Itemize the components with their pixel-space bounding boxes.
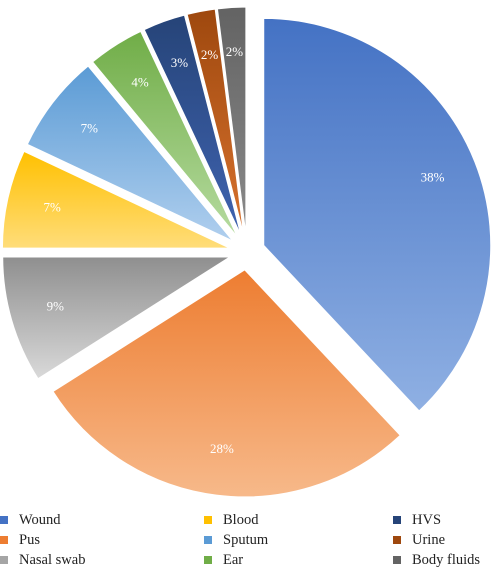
data-label-wound: 38% <box>421 170 445 185</box>
legend-swatch <box>393 536 401 544</box>
legend-label: HVS <box>412 511 442 528</box>
legend-swatch <box>393 516 401 524</box>
legend-label: Sputum <box>223 531 269 548</box>
legend-label: Blood <box>223 511 259 528</box>
pie-slice-urine <box>186 8 245 235</box>
legend-label: Body fluids <box>412 551 481 568</box>
legend-swatch <box>393 556 401 564</box>
legend-label: Urine <box>412 531 446 548</box>
legend-label: Pus <box>19 531 40 548</box>
data-label-nasal-swab: 9% <box>47 299 65 314</box>
pie-slice-body-fluids <box>216 6 247 235</box>
data-label-body-fluids: 2% <box>226 44 244 59</box>
legend-swatch <box>204 516 212 524</box>
legend-swatch <box>204 556 212 564</box>
pie-slice-wound <box>263 17 492 412</box>
legend-swatch <box>0 536 8 544</box>
pie-slice-blood <box>1 150 230 249</box>
pie-chart: 38% 28% 9% 7% 7% 4% 3% 2% 2% <box>1 6 492 498</box>
legend-label: Nasal swab <box>19 551 86 568</box>
legend-item-blood: Blood <box>204 510 258 530</box>
legend-item-body-fluids: Body fluids <box>393 550 480 570</box>
pie-slice-sputum <box>26 65 234 242</box>
legend-item-sputum: Sputum <box>204 530 268 550</box>
data-label-hvs: 3% <box>171 55 189 70</box>
data-label-urine: 2% <box>201 47 219 62</box>
legend-item-nasal-swab: Nasal swab <box>0 550 85 570</box>
legend-item-hvs: HVS <box>393 510 441 530</box>
pie-slice-pus <box>52 269 401 498</box>
data-label-blood: 7% <box>44 199 62 214</box>
pie-slice-ear <box>91 30 238 238</box>
data-label-pus: 28% <box>210 441 234 456</box>
legend-swatch <box>0 556 8 564</box>
legend-label: Ear <box>223 551 244 568</box>
legend-item-pus: Pus <box>0 530 40 550</box>
legend-item-wound: Wound <box>0 510 61 530</box>
legend: Wound Pus Nasal swab Blood Sputum Ear HVS Urine… <box>0 510 493 572</box>
pie-slice-hvs <box>143 14 242 236</box>
legend-item-urine: Urine <box>393 530 445 550</box>
legend-item-ear: Ear <box>204 550 243 570</box>
pie-slice-nasal-swab <box>2 256 232 380</box>
legend-swatch <box>204 536 212 544</box>
legend-label: Wound <box>19 511 61 528</box>
legend-swatch <box>0 516 8 524</box>
data-label-sputum: 7% <box>81 121 99 136</box>
data-label-ear: 4% <box>131 74 149 89</box>
